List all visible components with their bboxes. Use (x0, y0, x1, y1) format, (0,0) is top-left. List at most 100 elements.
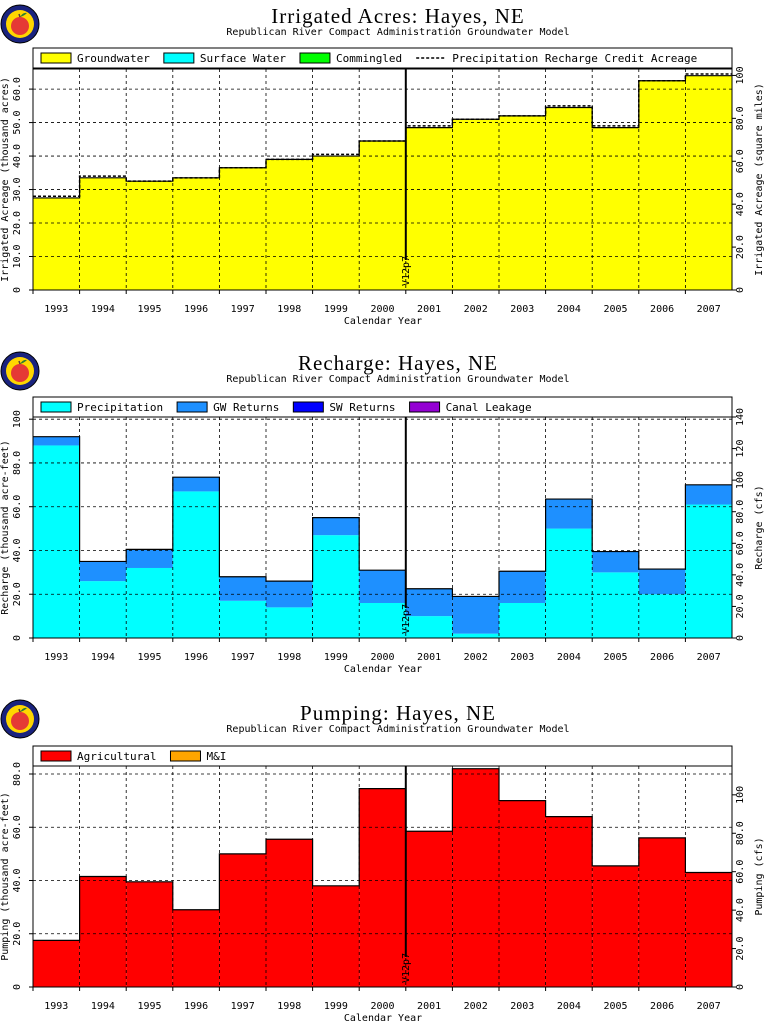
series-line-3 (33, 73, 732, 197)
marker-label: V12p7 (401, 256, 412, 286)
logo-stem (18, 360, 21, 365)
bar-recharge-0-2006 (638, 594, 686, 638)
y-axis-label: Irrigated Acreage (thousand acres) (0, 77, 11, 282)
ytick-right-label-2: 40.0 (735, 192, 746, 216)
bar-pumping-0-1999 (312, 885, 360, 987)
chart-title: Pumping: Hayes, NE (300, 701, 496, 725)
xtick-label-2000: 2000 (370, 304, 394, 315)
apple-logo-icon (0, 699, 40, 739)
marker-label: V12p7 (401, 604, 412, 634)
logo-apple (11, 17, 29, 35)
bar-irrigated-0-1994 (79, 177, 127, 290)
bar-pumping-0-2002 (452, 768, 499, 987)
logo-leaf (20, 707, 27, 712)
ytick-right-label-0: 0 (735, 287, 746, 293)
ytick-right-label-6: 120 (735, 440, 746, 458)
bar-pumping-0-1995 (126, 881, 173, 987)
xtick-label-2004: 2004 (557, 1001, 581, 1012)
xtick-label-2007: 2007 (697, 1001, 721, 1012)
xtick-label-2005: 2005 (603, 652, 627, 663)
ytick-label-2: 40.0 (12, 538, 23, 562)
bar-irrigated-0-1995 (126, 181, 173, 290)
xtick-label-1998: 1998 (277, 1001, 301, 1012)
legend-label-0: Precipitation (77, 401, 163, 414)
xtick-label-2001: 2001 (417, 304, 441, 315)
bar-recharge-0-1996 (172, 491, 220, 638)
xtick-label-2006: 2006 (650, 1001, 674, 1012)
chart-subtitle: Republican River Compact Administration … (226, 724, 569, 735)
y-axis-label-right: Recharge (cfs) (754, 485, 765, 569)
ytick-right-label-5: 100 (735, 786, 746, 804)
bar-recharge-1-2007 (685, 484, 732, 505)
xtick-label-2002: 2002 (464, 652, 488, 663)
bar-pumping-0-2006 (638, 837, 686, 987)
bar-recharge-0-2005 (592, 572, 639, 638)
x-axis-label: Calendar Year (344, 1013, 422, 1024)
xtick-label-2007: 2007 (697, 304, 721, 315)
bar-pumping-0-1996 (172, 909, 220, 987)
ytick-right-label-0: 0 (735, 984, 746, 990)
bar-irrigated-0-2005 (592, 127, 639, 291)
chart-title: Irrigated Acres: Hayes, NE (271, 4, 524, 28)
legend-label-1: M&I (206, 750, 226, 763)
bar-irrigated-0-2004 (545, 107, 593, 291)
ytick-label-5: 50.0 (12, 111, 23, 135)
bar-recharge-1-2004 (545, 499, 593, 529)
ytick-label-1: 20.0 (12, 582, 23, 606)
xtick-label-1995: 1995 (137, 652, 161, 663)
bar-pumping-0-1994 (79, 876, 127, 987)
xtick-label-2002: 2002 (464, 304, 488, 315)
bar-irrigated-0-1993 (33, 197, 80, 290)
bar-recharge-0-2003 (499, 602, 546, 638)
xtick-label-2000: 2000 (370, 652, 394, 663)
xtick-label-2003: 2003 (510, 1001, 534, 1012)
xtick-label-2001: 2001 (417, 1001, 441, 1012)
ytick-right-label-5: 100 (735, 66, 746, 84)
ytick-right-label-5: 100 (735, 471, 746, 489)
bar-recharge-0-1994 (79, 581, 127, 638)
marker-label: V12p7 (401, 953, 412, 983)
legend-swatch-3 (409, 401, 441, 413)
legend-label-2: SW Returns (329, 401, 395, 414)
bar-pumping-0-1993 (33, 940, 80, 987)
legend-label-3: Canal Leakage (446, 401, 532, 414)
plot-frame (32, 765, 733, 988)
plot-frame (32, 416, 733, 639)
x-axis-label: Calendar Year (344, 316, 422, 327)
ytick-label-6: 60.0 (12, 77, 23, 101)
xtick-label-1995: 1995 (137, 1001, 161, 1012)
xtick-label-1994: 1994 (91, 652, 115, 663)
ytick-right-label-4: 80.0 (735, 500, 746, 524)
xtick-label-1998: 1998 (277, 304, 301, 315)
ytick-label-4: 80.0 (12, 451, 23, 475)
bar-recharge-0-1993 (33, 445, 80, 638)
ytick-right-label-2: 40.0 (735, 563, 746, 587)
legend-label-2: Commingled (336, 52, 402, 65)
legend-label-0: Agricultural (77, 750, 156, 763)
ytick-label-3: 30.0 (12, 177, 23, 201)
ytick-label-3: 60.0 (12, 815, 23, 839)
bar-pumping-0-1997 (219, 853, 266, 987)
logo-stem (18, 708, 21, 713)
apple-logo-icon (0, 351, 40, 391)
xtick-label-1999: 1999 (324, 652, 348, 663)
xtick-label-2006: 2006 (650, 652, 674, 663)
ytick-label-5: 100 (12, 410, 23, 428)
xtick-label-2003: 2003 (510, 304, 534, 315)
stack-outline-pumping (33, 768, 732, 942)
xtick-label-1999: 1999 (324, 1001, 348, 1012)
ytick-right-label-2: 40.0 (735, 898, 746, 922)
xtick-label-1997: 1997 (231, 652, 255, 663)
bar-recharge-1-2001 (405, 588, 453, 617)
bar-recharge-1-1993 (33, 436, 80, 446)
y-axis-label-right: Irrigated Acreage (square miles) (754, 83, 765, 276)
logo-stem (18, 13, 21, 18)
stack-outline-recharge (33, 436, 732, 598)
xtick-label-1995: 1995 (137, 304, 161, 315)
logo-apple (11, 364, 29, 382)
ytick-right-label-3: 60.0 (735, 860, 746, 884)
legend-swatch-0 (40, 401, 72, 413)
